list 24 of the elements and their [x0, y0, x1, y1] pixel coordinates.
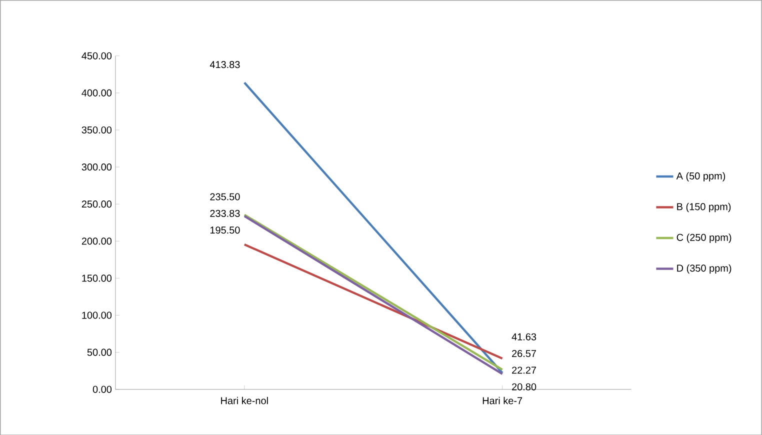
data-label: 233.83 — [210, 210, 240, 217]
x-tick-label: Hari ke-nol — [221, 396, 268, 404]
data-label: 41.63 — [512, 333, 536, 340]
legend-label: A (50 ppm) — [676, 172, 726, 182]
y-tick-label: 100.00 — [82, 311, 112, 319]
y-tick-label: 0.00 — [92, 386, 112, 393]
legend-label: B (150 ppm) — [677, 202, 731, 212]
data-label: 22.27 — [512, 366, 536, 374]
data-label: 20.80 — [512, 383, 536, 390]
legend-label: D (350 ppm) — [677, 264, 732, 274]
y-tick-label: 50.00 — [87, 348, 112, 356]
y-tick-label: 250.00 — [82, 200, 112, 208]
data-label: 413.83 — [210, 60, 240, 68]
y-tick-label: 450.00 — [82, 52, 112, 60]
data-label: 26.57 — [512, 350, 536, 357]
data-label: 195.50 — [210, 226, 240, 234]
legend-label: C (250 ppm) — [676, 233, 732, 243]
x-tick-label: Hari ke-7 — [482, 396, 522, 404]
y-tick-label: 150.00 — [82, 274, 112, 282]
y-tick-label: 200.00 — [82, 237, 112, 244]
y-tick-label: 350.00 — [82, 126, 112, 134]
data-label: 235.50 — [210, 192, 240, 200]
y-tick-label: 400.00 — [82, 89, 112, 96]
y-tick-label: 300.00 — [82, 163, 112, 170]
